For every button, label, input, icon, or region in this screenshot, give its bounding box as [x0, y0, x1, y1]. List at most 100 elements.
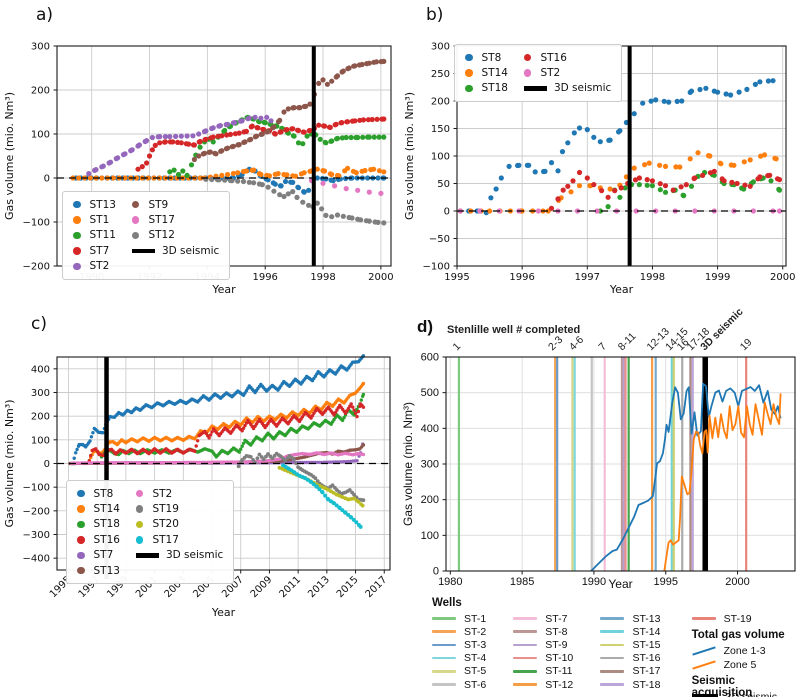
legend-label: ST2: [540, 67, 561, 80]
legend-item: ST9: [131, 197, 219, 212]
y-tick-label: 100: [431, 152, 450, 163]
wells-legend-header: Wells: [432, 597, 462, 609]
legend-item: ST2: [523, 65, 611, 80]
curve-Zone 5: [663, 393, 782, 572]
x-tick-label: 1998: [310, 272, 335, 283]
y-tick-label: 0: [44, 459, 50, 470]
x-tick-label: 1999: [705, 272, 730, 283]
y-tick-label: 300: [431, 42, 450, 53]
well-legend-item: ST-16: [600, 652, 691, 665]
legend-label: ST19: [152, 503, 179, 516]
panel-c-legend: ST8 ST14 ST18 ST16 ST7 ST13 ST2 ST19 ST20 ST17 3D …: [66, 480, 235, 585]
series-dot-swatch: [131, 216, 140, 224]
series-dot-swatch: [73, 231, 81, 240]
legend-item: ST14: [465, 65, 508, 80]
series-ST11: [167, 114, 387, 178]
series-ST7: [135, 116, 387, 172]
legend-item: 3D seismic: [523, 81, 611, 96]
legend-label: 3D seismic: [725, 690, 777, 697]
legend-item: ST17: [135, 532, 223, 547]
well-line-swatch: [600, 670, 625, 673]
series-ST17: [281, 463, 363, 529]
y-tick-label: −100: [23, 483, 50, 494]
x-axis-label: Year: [211, 283, 236, 296]
series-ST16: [87, 402, 366, 463]
top-label-4-6: 4-6: [567, 334, 586, 353]
well-legend-item: ST-12: [513, 678, 600, 691]
series-dot-swatch: [135, 489, 144, 498]
legend-label: ST18: [93, 518, 120, 531]
y-tick-label: 250: [431, 69, 450, 80]
legend-column: ST2 ST19 ST20 ST17 3D seismic: [135, 486, 223, 578]
wells-legend-column: ST-19 Total gas volume Zone 1-3 Zone 5 Seism…: [691, 612, 798, 697]
legend-label: ST-8: [545, 625, 568, 638]
legend-label: ST-7: [545, 612, 568, 625]
legend-label: ST7: [93, 549, 114, 562]
legend-label: ST1: [89, 214, 110, 227]
legend-label: ST-13: [632, 612, 661, 625]
x-tick-label: 2017: [364, 574, 390, 600]
legend-column: ST9 ST17 ST12 3D seismic: [131, 197, 219, 274]
y-tick-label: 150: [431, 124, 450, 135]
legend-label: ST-15: [632, 638, 661, 651]
x-tick-label: 1996: [509, 272, 534, 283]
legend-label: ST16: [93, 533, 120, 546]
tick-labels: 1980 1985 1990 1995 2000 0 100 200 300 400 500 600: [421, 352, 750, 589]
well-line-swatch: [513, 630, 538, 634]
y-tick-label: −400: [23, 554, 50, 565]
x-tick-label: 2000: [368, 272, 393, 283]
series-dot-swatch: [77, 520, 85, 529]
seismic-line-swatch: [135, 553, 159, 558]
legend-item: ST14: [77, 501, 120, 516]
series-ST19: [236, 451, 366, 503]
well-legend-item: ST-4: [432, 652, 513, 665]
legend-item: ST7: [77, 548, 120, 563]
panel-d-legend: Wells ST-1 ST-2 ST-3 ST-4 ST-5 ST-6 ST-7 ST-8 ST-…: [432, 597, 798, 697]
tick-labels: 1995 1996 1997 1998 1999 2000 −100 −50 0 50 100 150…: [423, 42, 796, 284]
legend-label: ST14: [481, 67, 508, 80]
total-gas-legend-header: Total gas volume: [691, 629, 785, 642]
legend-label: ST16: [540, 51, 567, 64]
top-label-1: 1: [451, 340, 464, 353]
series-ST2: [86, 114, 274, 177]
well-legend-item: ST-10: [513, 652, 600, 665]
x-tick-label: 1995: [444, 272, 469, 283]
x-tick-label: 2011: [277, 574, 303, 600]
top-label-19: 19: [738, 336, 755, 353]
y-tick-label: −100: [423, 262, 450, 273]
series-dot-swatch: [135, 505, 144, 513]
well-line-swatch: [432, 683, 456, 686]
legend-label: ST-11: [545, 665, 573, 678]
well-legend-item: ST-18: [600, 678, 691, 691]
well-legend-item: ST-11: [513, 665, 600, 678]
well-line-swatch: [432, 670, 456, 673]
legend-column: ST16 ST2 3D seismic: [523, 50, 611, 96]
x-tick-label: 2013: [306, 574, 332, 600]
y-tick-label: 200: [31, 412, 50, 423]
well-line-swatch: [691, 617, 716, 620]
legend-item: ST8: [465, 50, 508, 65]
well-legend-item: ST-13: [600, 612, 691, 625]
legend-label: ST-16: [632, 652, 661, 665]
x-tick-label: 2009: [249, 574, 275, 600]
wells-legend-column: ST-7 ST-8 ST-9 ST-10 ST-11 ST-12: [513, 612, 600, 697]
y-axis-label: Gas volume (mio. Nm³): [401, 402, 415, 526]
legend-label: ST2: [152, 487, 173, 500]
well-legend-item: ST-19: [691, 612, 798, 625]
legend-label: ST-3: [464, 638, 487, 651]
y-tick-label: −50: [429, 234, 450, 245]
x-tick-label: 2000: [725, 576, 749, 588]
panel-d-label: d): [417, 317, 434, 336]
legend-label: ST12: [148, 229, 175, 242]
series-dot-swatch: [131, 200, 140, 209]
legend-item: ST13: [77, 563, 120, 578]
legend-label: ST7: [89, 244, 110, 257]
legend-item: ST7: [73, 243, 116, 258]
series-ST1: [70, 165, 387, 181]
gridlines: [446, 357, 795, 571]
series-dot-swatch: [523, 69, 532, 77]
well-legend-item: ST-9: [513, 638, 600, 651]
well-legend-item: ST-17: [600, 665, 691, 678]
seismic-legend-header: Seismic acquisition: [691, 675, 753, 697]
legend-label: ST-18: [632, 678, 661, 691]
